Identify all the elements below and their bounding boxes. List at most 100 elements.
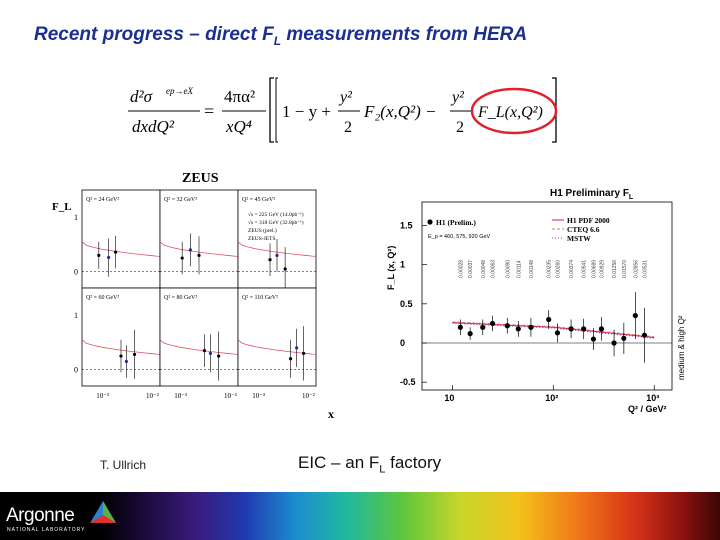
h1-figure: H1 Preliminary FL F_L (x, Q²) Q² / GeV² … xyxy=(380,180,690,416)
zeus-y-tick: 0 xyxy=(74,366,78,375)
formula-frac-den: 2 xyxy=(344,119,352,136)
zeus-x-tick: 10⁻³ xyxy=(252,392,265,400)
zeus-legend-entry: √s = 225 GeV (14.0pb⁻¹) xyxy=(248,211,304,218)
h1-theory-curve xyxy=(452,321,655,338)
h1-x-value-label: 0.00063 xyxy=(491,260,497,278)
zeus-x-tick: 10⁻³ xyxy=(174,392,187,400)
h1-right-label: medium & high Q² xyxy=(677,315,686,380)
zeus-y-label: F_L xyxy=(52,201,72,213)
fl-highlight-circle xyxy=(470,87,558,135)
zeus-legend-entry: ZEUS (prel.) xyxy=(248,227,277,234)
zeus-figure: ZEUS F_L x Q² = 24 GeV² Q² = 32 GeV² Q² = … xyxy=(52,160,348,420)
formula-frac-num: y² xyxy=(338,89,353,106)
zeus-data-point xyxy=(275,253,279,257)
formula-lhs-num: d²σ xyxy=(130,87,153,106)
h1-data-point xyxy=(528,324,534,330)
formula-fl: F_L(x,Q²) xyxy=(477,104,543,121)
zeus-data-point xyxy=(132,352,137,357)
zeus-data-point xyxy=(107,255,111,260)
zeus-data-point xyxy=(283,267,287,271)
formula-lhs-sup: ep→eX xyxy=(166,86,193,96)
zeus-y-tick: 0 xyxy=(74,268,78,277)
zeus-data-point xyxy=(268,258,272,262)
h1-data-point xyxy=(598,326,605,332)
h1-y-label: F_L (x, Q²) xyxy=(386,246,396,290)
h1-data-point xyxy=(504,323,510,329)
zeus-data-point xyxy=(113,250,118,254)
formula-f2: F₂(x,Q²) − xyxy=(363,102,437,121)
h1-legend-entry: MSTW xyxy=(567,234,591,243)
zeus-jets-curve xyxy=(159,339,239,355)
h1-x-value-label: 0.00541 xyxy=(582,260,588,278)
h1-x-value-label: 0.00090 xyxy=(505,260,511,278)
h1-y-tick: -0.5 xyxy=(400,377,416,387)
cross-section-formula: d²σ ep→eX dxdQ² = 4πα² xQ⁴ 1 − y + y² 2 … xyxy=(128,77,558,143)
h1-data-point xyxy=(632,312,638,319)
author-name: T. Ullrich xyxy=(100,458,147,472)
zeus-y-tick: 1 xyxy=(74,213,78,222)
h1-x-label: Q² / GeV² xyxy=(628,404,667,414)
h1-x-value-label: 0.00037 xyxy=(468,260,474,278)
h1-y-tick: 1.5 xyxy=(400,221,413,231)
zeus-panel-label: Q² = 32 GeV² xyxy=(164,197,197,203)
h1-x-tick: 10² xyxy=(545,393,558,403)
zeus-data-point xyxy=(188,248,192,252)
h1-x-tick: 10³ xyxy=(646,393,659,403)
h1-data-point xyxy=(621,335,627,341)
zeus-panel-label: Q² = 45 GeV² xyxy=(242,197,275,203)
h1-x-value-label: 0.01570 xyxy=(622,260,628,278)
zeus-data-point xyxy=(180,256,184,260)
formula-term1: 1 − y + xyxy=(282,102,331,121)
zeus-x-label: x xyxy=(328,407,334,420)
h1-y-tick: 0.5 xyxy=(400,299,413,309)
h1-data-point xyxy=(480,324,486,330)
h1-data-point xyxy=(457,324,463,330)
zeus-data-point xyxy=(202,349,207,353)
zeus-x-tick: 10⁻² xyxy=(302,392,315,400)
h1-x-value-label: 0.01256 xyxy=(612,260,618,278)
footer-slogan: EIC – an FL factory xyxy=(298,453,442,476)
h1-data-point xyxy=(554,330,561,336)
zeus-panel xyxy=(159,287,239,387)
h1-data-point xyxy=(611,340,617,346)
slide-title: Recent progress – direct FL measurements… xyxy=(34,24,527,48)
argonne-logo: Argonne NATIONAL LABORATORY xyxy=(6,501,116,535)
h1-data-point xyxy=(489,320,496,327)
title-main: Recent progress – direct F xyxy=(34,24,274,45)
h1-x-value-label: 0.00374 xyxy=(569,260,575,278)
h1-data-point xyxy=(568,326,574,332)
zeus-data-point xyxy=(217,354,221,358)
h1-x-tick: 10 xyxy=(444,393,454,403)
zeus-data-point xyxy=(119,354,123,358)
zeus-panel xyxy=(237,287,317,387)
zeus-title: ZEUS xyxy=(182,171,219,186)
h1-x-value-label: 0.00260 xyxy=(556,260,562,278)
footer-rainbow-bar: Argonne NATIONAL LABORATORY xyxy=(0,492,720,540)
h1-legend-entry: H1 PDF 2000 xyxy=(567,216,610,225)
h1-x-value-label: 0.02856 xyxy=(633,260,639,278)
h1-x-value-label: 0.00235 xyxy=(547,260,553,278)
title-subscript: L xyxy=(273,33,282,48)
zeus-panel-label: Q² = 110 GeV² xyxy=(242,295,278,301)
h1-x-value-label: 0.00048 xyxy=(481,260,487,278)
argonne-logo-subtitle: NATIONAL LABORATORY xyxy=(7,527,86,533)
formula-lhs-den: dxdQ² xyxy=(132,117,175,136)
h1-theory-curve xyxy=(452,322,655,338)
h1-data-point xyxy=(467,331,473,337)
formula-frac2-num: y² xyxy=(450,89,465,106)
zeus-panel xyxy=(81,189,161,289)
zeus-x-tick: 10⁻² xyxy=(224,392,237,400)
h1-x-value-label: 0.00929 xyxy=(600,260,606,278)
h1-legend-entry: H1 (Prelim.) xyxy=(436,218,476,227)
zeus-data-point xyxy=(97,253,101,257)
zeus-data-point xyxy=(124,359,129,364)
formula-pref-num: 4πα² xyxy=(224,87,255,106)
argonne-triangle-icon xyxy=(90,501,116,523)
formula-pref-den: xQ⁴ xyxy=(225,117,252,136)
h1-plot-frame xyxy=(421,201,673,391)
h1-data-point xyxy=(581,326,587,332)
title-tail: measurements from HERA xyxy=(281,24,528,45)
h1-y-tick: 0 xyxy=(400,338,405,348)
h1-energies: E_p = 460, 575, 920 GeV xyxy=(428,234,491,240)
h1-data-point xyxy=(515,326,521,332)
